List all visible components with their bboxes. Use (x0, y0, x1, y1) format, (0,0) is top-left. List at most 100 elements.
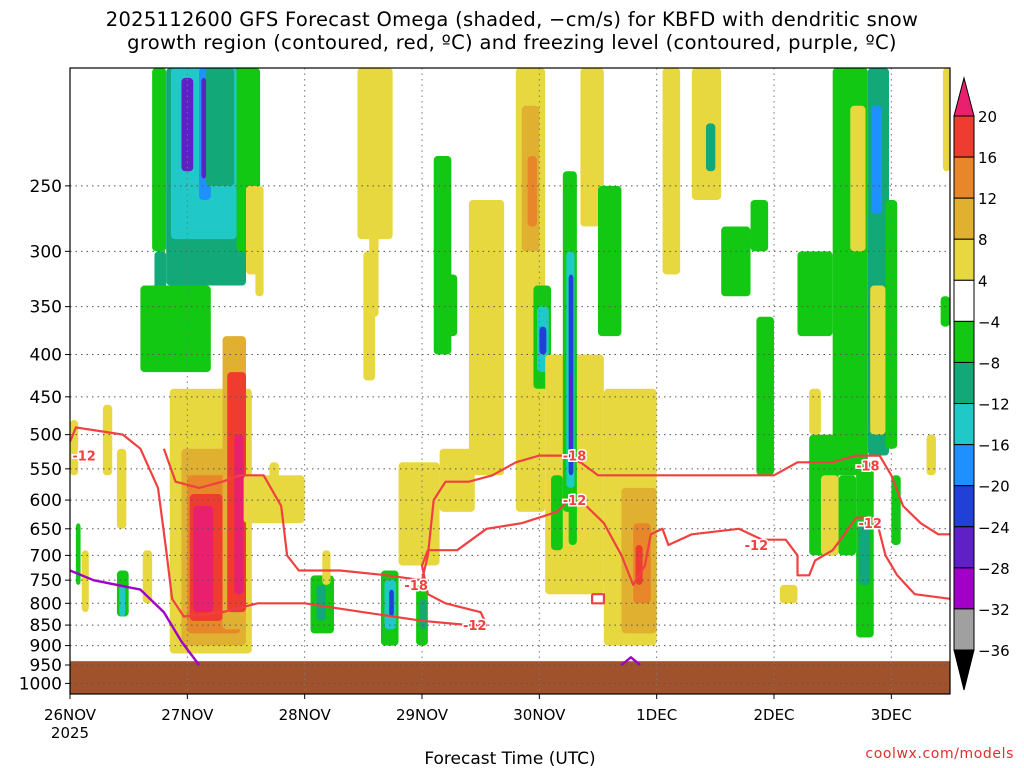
omega-cell (809, 388, 821, 435)
colorbar-label: 12 (978, 190, 997, 208)
colorbar-label: −8 (978, 354, 1000, 372)
colorbar-segment (953, 279, 975, 322)
omega-cell (152, 68, 167, 252)
y-tick-label: 750 (30, 571, 62, 591)
x-tick-label: 28NOV (279, 706, 332, 724)
contour-labels: -12 -12 -18 -18 -12 -12 -18 -12 (71, 448, 884, 636)
y-tick-label: 950 (30, 656, 62, 676)
omega-cell (81, 550, 89, 613)
omega-cell (201, 77, 207, 179)
omega-cell (662, 68, 681, 275)
omega-cell (193, 506, 214, 613)
colorbar-segment (953, 444, 975, 487)
colorbar-label: −16 (978, 437, 1010, 455)
omega-cell (871, 105, 882, 214)
colorbar-label: −28 (978, 560, 1010, 578)
omega-cell (850, 105, 866, 252)
freezing-level-contour (620, 656, 641, 666)
y-tick-label: 850 (30, 616, 62, 636)
omega-cell (119, 584, 126, 617)
contour-label: -18 (404, 579, 428, 594)
y-tick-label: 350 (30, 298, 62, 318)
colorbar-top-triangle (953, 76, 975, 117)
colorbar-label: 8 (978, 231, 988, 249)
colorbar-label: −12 (978, 396, 1010, 414)
x-tick-year-label: 2025 (51, 724, 89, 742)
omega-cell (181, 77, 194, 172)
colorbar-segment (953, 197, 975, 240)
y-tick-label: 400 (30, 346, 62, 366)
chart-title-line2: growth region (contoured, red, ºC) and f… (127, 31, 897, 54)
omega-cell (389, 589, 394, 617)
colorbar-label: −4 (978, 313, 1000, 331)
x-tick-label: 30NOV (513, 706, 566, 724)
colorbar-bottom-triangle (953, 649, 975, 691)
contour-label: -12 (563, 494, 587, 509)
omega-cell (316, 584, 326, 621)
colorbar-segment (953, 608, 975, 651)
colorbar: 20 16 12 8 4 −4 −8 −12 −16 −20 −24 −28 −32 −36 (953, 76, 1010, 691)
dgz-contour (591, 593, 605, 605)
contour-label: -12 (745, 539, 769, 554)
omega-cell (797, 251, 833, 337)
omega-cell (838, 475, 857, 556)
contours (70, 426, 950, 666)
x-tick-label: 27NOV (161, 706, 214, 724)
omega-cell (926, 434, 936, 476)
omega-cell (942, 68, 950, 172)
colorbar-segment (953, 526, 975, 569)
omega-cell (568, 500, 577, 545)
omega-cell (750, 199, 769, 252)
x-tick-label: 3DEC (871, 706, 912, 724)
omega-shading (70, 68, 950, 654)
x-axis-label: Forecast Time (UTC) (424, 749, 595, 768)
omega-cell (142, 550, 153, 604)
contour-label: -18 (856, 460, 880, 475)
colorbar-segment (953, 156, 975, 199)
y-tick-label: 800 (30, 594, 62, 614)
omega-cell (70, 419, 79, 476)
colorbar-label: −32 (978, 601, 1010, 619)
freezing-level-contour (70, 569, 201, 666)
omega-cell (539, 326, 547, 355)
omega-cell (234, 434, 244, 595)
ground-area (70, 661, 950, 694)
colorbar-segment (953, 115, 975, 158)
colorbar-segment (953, 567, 975, 610)
colorbar-label: −20 (978, 478, 1010, 496)
colorbar-segment (953, 403, 975, 446)
omega-cell (357, 68, 393, 240)
omega-cell (439, 448, 475, 512)
contour-label: -12 (72, 450, 96, 465)
omega-cell (527, 155, 537, 227)
omega-cell (140, 285, 211, 373)
colorbar-label: 16 (978, 149, 997, 167)
y-tick-label: 500 (30, 426, 62, 446)
omega-cell (75, 523, 81, 585)
chart-title-line1: 2025112600 GFS Forecast Omega (shaded, −… (105, 8, 919, 31)
omega-cell (756, 316, 774, 476)
y-tick-label: 250 (30, 177, 62, 197)
y-tick-label: 300 (30, 242, 62, 262)
colorbar-label: −24 (978, 519, 1010, 537)
contour-label: -18 (563, 450, 587, 465)
colorbar-segment (953, 320, 975, 363)
omega-cell (116, 448, 127, 529)
omega-cell (102, 404, 113, 476)
dgz-contour (162, 448, 950, 582)
credit-text[interactable]: coolwx.com/models (865, 746, 1014, 762)
x-tick-label: 29NOV (396, 706, 449, 724)
y-tick-label: 550 (30, 460, 62, 480)
x-tick-label: 2DEC (753, 706, 794, 724)
y-tick-label: 900 (30, 637, 62, 657)
y-tick-label: 600 (30, 491, 62, 511)
colorbar-segment (953, 238, 975, 281)
y-axis: 2503003504004505005506006507007508008509… (19, 177, 70, 694)
omega-cell (779, 584, 798, 604)
colorbar-label: 4 (978, 272, 988, 290)
omega-cell (580, 68, 604, 227)
omega-cell (598, 185, 622, 337)
x-tick-label: 26NOV (44, 706, 97, 724)
